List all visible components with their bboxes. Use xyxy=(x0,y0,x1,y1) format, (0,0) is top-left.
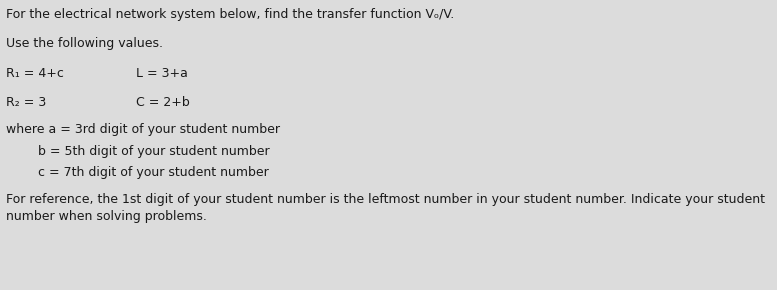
Text: Use the following values.: Use the following values. xyxy=(6,37,163,50)
Text: number when solving problems.: number when solving problems. xyxy=(6,210,207,223)
Text: R₂ = 3: R₂ = 3 xyxy=(6,96,47,109)
Text: C = 2+b: C = 2+b xyxy=(136,96,190,109)
Text: b = 5th digit of your student number: b = 5th digit of your student number xyxy=(6,145,270,158)
Text: R₁ = 4+c: R₁ = 4+c xyxy=(6,67,64,80)
Text: where a = 3rd digit of your student number: where a = 3rd digit of your student numb… xyxy=(6,123,280,136)
Text: For reference, the 1st digit of your student number is the leftmost number in yo: For reference, the 1st digit of your stu… xyxy=(6,193,765,206)
Text: For the electrical network system below, find the transfer function Vₒ/V.: For the electrical network system below,… xyxy=(6,8,455,21)
Text: L = 3+a: L = 3+a xyxy=(136,67,188,80)
Text: c = 7th digit of your student number: c = 7th digit of your student number xyxy=(6,166,269,179)
